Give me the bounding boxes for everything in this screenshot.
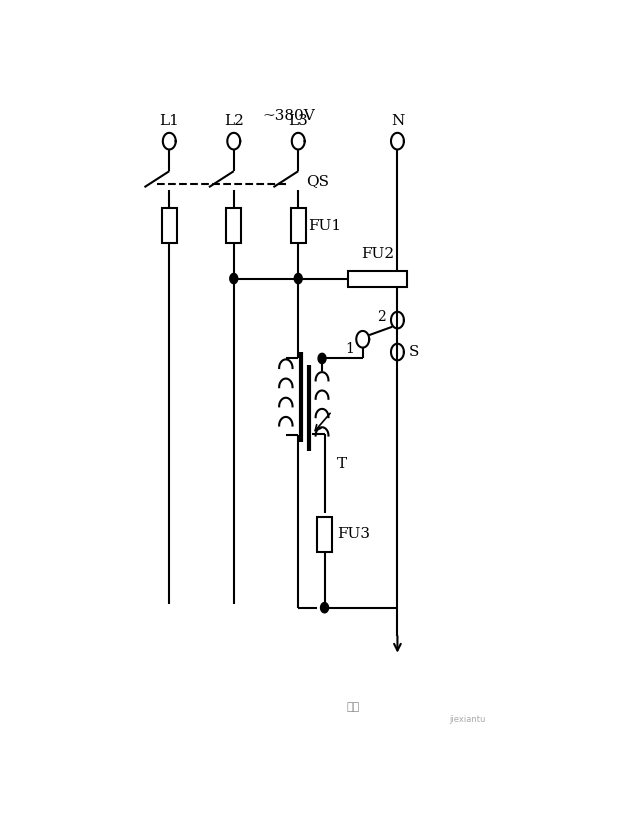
- Text: FU3: FU3: [337, 527, 370, 541]
- Bar: [227, 208, 241, 243]
- Text: S: S: [409, 345, 419, 359]
- Bar: [162, 208, 177, 243]
- Polygon shape: [321, 603, 328, 613]
- Polygon shape: [294, 273, 302, 284]
- Bar: [317, 516, 332, 552]
- Text: L1: L1: [159, 115, 179, 129]
- Text: FU1: FU1: [308, 219, 341, 233]
- Polygon shape: [230, 273, 237, 284]
- Bar: [291, 208, 306, 243]
- Text: jiexiantu: jiexiantu: [449, 715, 485, 724]
- Text: 1: 1: [345, 343, 354, 356]
- Text: QS: QS: [306, 173, 329, 188]
- Text: T: T: [337, 457, 347, 471]
- Text: FU2: FU2: [361, 247, 394, 261]
- Text: ~380V: ~380V: [262, 110, 315, 123]
- Text: L3: L3: [289, 115, 308, 129]
- Text: N: N: [391, 115, 404, 129]
- Polygon shape: [318, 354, 326, 364]
- Text: 2: 2: [378, 310, 386, 324]
- Bar: [348, 271, 408, 286]
- Text: 输出: 输出: [346, 701, 360, 712]
- Text: L2: L2: [224, 115, 244, 129]
